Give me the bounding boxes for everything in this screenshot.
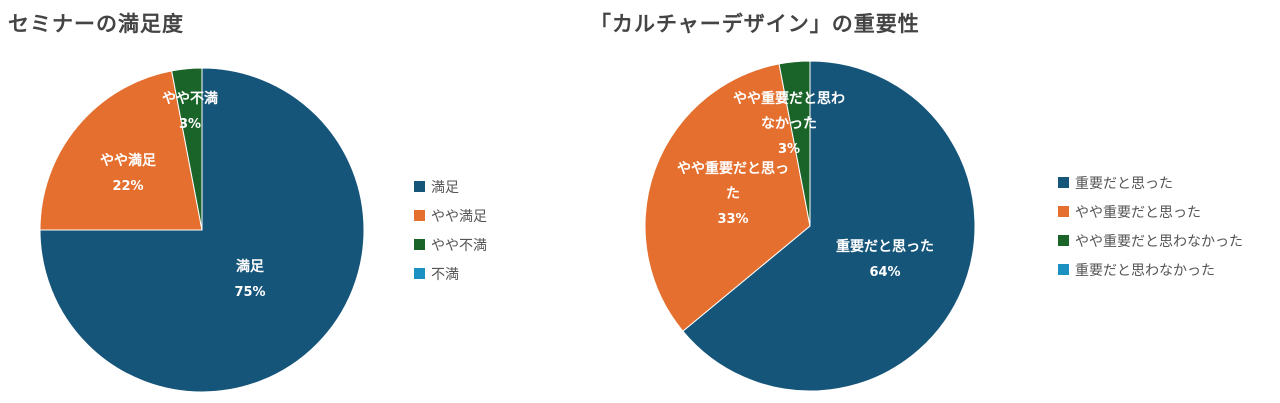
legend-label-0-2: やや不満 — [431, 237, 487, 254]
legend-label-0-3: 不満 — [431, 266, 459, 283]
legend-swatch-1-2 — [1058, 235, 1069, 246]
slice-label-0-1-0: やや満足 — [100, 152, 157, 169]
legend-label-1-1: やや重要だと思った — [1075, 204, 1201, 221]
legend-importance: 重要だと思ったやや重要だと思ったやや重要だと思わなかった 重要だと思わなかった — [1058, 168, 1243, 284]
slice-label-0-2-0: やや不満 — [162, 90, 218, 107]
slice-label-1-0-0: 重要だと思った — [836, 238, 934, 255]
pie-slice-1-0 — [682, 60, 976, 392]
slice-label-0-0-0: 満足 — [236, 258, 265, 275]
chart-title-satisfaction: セミナーの満足度 — [8, 12, 184, 36]
legend-swatch-0-0 — [414, 181, 425, 192]
legend-item-0-0: 満足 — [414, 172, 487, 201]
legend-item-1-0: 重要だと思った — [1058, 168, 1243, 197]
legend-label-1-0: 重要だと思った — [1075, 175, 1173, 192]
slice-label-1-1-1: た — [726, 186, 740, 202]
legend-label-1-3: 重要だと思わなかった — [1075, 262, 1215, 279]
legend-item-1-1: やや重要だと思った — [1058, 197, 1243, 226]
slice-label-1-2-0: やや重要だと思わ — [733, 90, 845, 107]
legend-item-0-1: やや満足 — [414, 201, 487, 230]
slice-value-1-1: 33% — [717, 212, 748, 227]
slice-value-0-2: 3% — [179, 117, 201, 132]
pie-slice-0-1 — [39, 70, 203, 231]
legend-item-0-2: やや不満 — [414, 230, 487, 259]
pie-slice-0-2 — [171, 67, 203, 231]
legend-swatch-1-0 — [1058, 177, 1069, 188]
slice-value-1-0: 64% — [869, 265, 900, 280]
slice-label-1-1-0: やや重要だと思っ — [677, 160, 789, 177]
legend-label-0-0: 満足 — [431, 179, 459, 196]
slice-value-0-1: 22% — [112, 179, 143, 194]
legend-item-0-3: 不満 — [414, 259, 487, 288]
slice-value-1-2: 3% — [778, 142, 800, 157]
legend-item-1-2: やや重要だと思わなかった — [1058, 226, 1243, 255]
legend-satisfaction: 満足やや満足やや不満不満 — [414, 172, 487, 288]
legend-swatch-0-3 — [414, 268, 425, 279]
chart-title-importance: 「カルチャーデザイン」の重要性 — [590, 12, 920, 36]
slice-value-0-0: 75% — [234, 285, 265, 300]
legend-swatch-0-2 — [414, 239, 425, 250]
legend-item-1-3: 重要だと思わなかった — [1058, 255, 1243, 284]
legend-swatch-1-1 — [1058, 206, 1069, 217]
pie-slice-1-2 — [778, 60, 811, 227]
legend-swatch-1-3 — [1058, 264, 1069, 275]
pie-slice-1-1 — [644, 63, 811, 332]
legend-label-1-2: やや重要だと思わなかった — [1075, 233, 1243, 250]
legend-label-0-1: やや満足 — [431, 208, 487, 225]
slice-label-1-2-1: なかった — [761, 116, 817, 132]
legend-swatch-0-1 — [414, 210, 425, 221]
